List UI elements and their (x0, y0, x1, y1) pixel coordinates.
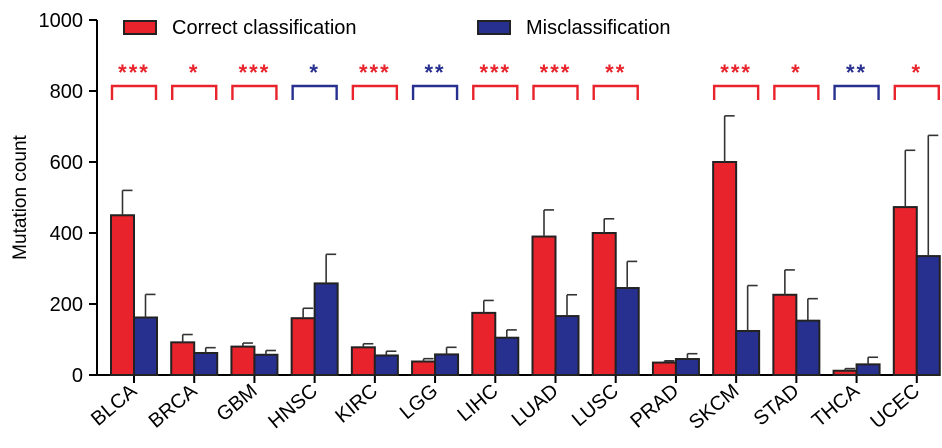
x-tick-label: SKCM (685, 380, 743, 434)
significance-bracket (291, 84, 338, 100)
significance-bracket (351, 84, 399, 100)
bar-correct (170, 341, 196, 376)
y-tick-label: 800 (50, 81, 83, 103)
significance-bracket (592, 84, 639, 100)
legend-label-correct: Correct classification (172, 17, 357, 39)
bar-correct (230, 345, 256, 377)
significance-bracket (110, 84, 158, 100)
y-tick-label: 200 (50, 294, 83, 316)
significance-bracket (411, 84, 459, 100)
bar-misclassification (434, 353, 460, 377)
x-tick-label: PRAD (626, 380, 683, 433)
significance-stars: *** (540, 60, 572, 85)
significance-stars: *** (359, 60, 391, 85)
bar-misclassification (674, 358, 700, 376)
bar-correct (350, 346, 376, 376)
bar-misclassification (795, 319, 821, 376)
bar-misclassification (614, 287, 640, 376)
bars (110, 161, 941, 377)
x-tick-label: HNSC (264, 380, 322, 433)
legend-swatch-correct (123, 20, 157, 35)
significance-stars: ** (846, 60, 867, 85)
bar-correct (591, 232, 617, 376)
legend-label-misclassification: Misclassification (526, 17, 670, 39)
significance-bracket (712, 84, 760, 100)
x-tick-label: KIRC (331, 380, 382, 428)
significance-bracket (893, 84, 940, 100)
significance-stars: ** (605, 60, 626, 85)
significance-stars: * (791, 60, 802, 85)
significance-stars: *** (479, 60, 511, 85)
significance-stars: * (309, 60, 320, 85)
legend: Correct classification Misclassification (123, 17, 670, 39)
bar-correct (411, 360, 437, 377)
bar-misclassification (494, 336, 520, 377)
significance-bracket (833, 84, 880, 100)
x-tick-label: LUSC (568, 380, 623, 431)
x-tick-label: BLCA (87, 380, 142, 431)
bar-correct (531, 235, 557, 376)
y-tick-label: 0 (72, 365, 83, 387)
bar-misclassification (253, 353, 279, 377)
x-tick-label: UCEC (866, 380, 924, 433)
bar-correct (651, 361, 677, 377)
significance-stars: * (912, 60, 923, 85)
bar-misclassification (735, 329, 761, 377)
significance-stars: *** (239, 60, 271, 85)
bar-misclassification (554, 315, 580, 377)
significance-stars: ** (425, 60, 446, 85)
bar-misclassification (313, 282, 339, 376)
significance-markers: *** * *** * *** ** *** *** ** *** * ** * (110, 60, 940, 100)
significance-bracket (773, 84, 820, 100)
bar-correct (772, 293, 798, 376)
legend-swatch-misclassification (477, 20, 511, 35)
x-tick-label: GBM (213, 380, 262, 426)
y-axis-label: Mutation count (10, 134, 31, 259)
significance-stars: *** (720, 60, 752, 85)
bar-correct (290, 317, 316, 377)
significance-bracket (171, 84, 218, 100)
bar-correct (110, 214, 135, 376)
x-tick-label: THCA (808, 380, 864, 432)
x-tick-label: LIHC (453, 380, 502, 426)
y-tick-label: 400 (50, 223, 83, 245)
y-tick-label: 1000 (39, 10, 84, 32)
significance-bracket (231, 84, 278, 100)
x-tick-label: LUAD (508, 380, 563, 431)
significance-bracket (472, 84, 519, 100)
bar-correct (892, 206, 918, 376)
bar-misclassification (193, 351, 219, 376)
significance-stars: * (189, 60, 200, 85)
bar-misclassification (133, 316, 158, 376)
bar-misclassification (855, 363, 881, 377)
bar-correct (471, 311, 497, 376)
bar-misclassification (373, 354, 399, 377)
significance-bracket (532, 84, 579, 100)
x-tick-label: BRCA (145, 380, 202, 433)
error-bars (121, 115, 939, 371)
significance-stars: *** (118, 60, 150, 85)
bar-correct (712, 161, 738, 376)
x-tick-label: LGG (396, 380, 443, 424)
x-tick-label: STAD (750, 380, 804, 430)
bar-correct (832, 369, 858, 376)
y-tick-label: 600 (50, 152, 83, 174)
bar-misclassification (915, 255, 941, 377)
